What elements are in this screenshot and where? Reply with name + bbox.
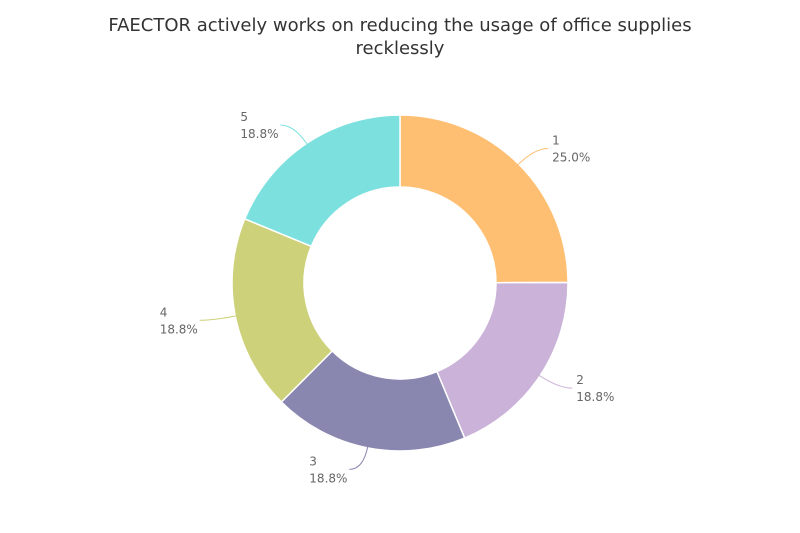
slice-label-value-1: 25.0% [552, 150, 590, 164]
leader-line-4 [199, 315, 238, 321]
leader-line-1 [516, 147, 549, 166]
slice-label-category-4: 4 [160, 305, 168, 319]
donut-slice-1[interactable] [399, 114, 569, 284]
slice-label-category-2: 2 [576, 373, 584, 387]
donut-slices [231, 114, 569, 452]
slice-label-value-2: 18.8% [576, 390, 614, 404]
chart-title-line-2: recklessly [356, 38, 445, 59]
leader-line-3 [349, 445, 369, 470]
donut-slice-3[interactable] [280, 349, 466, 452]
leader-line-5 [280, 124, 309, 146]
donut-slice-4[interactable] [231, 217, 334, 404]
slice-label-value-3: 18.8% [309, 471, 347, 485]
leader-line-2 [537, 374, 573, 389]
slice-label-category-5: 5 [240, 110, 248, 124]
chart-title-line-1: FAECTOR actively works on reducing the u… [108, 15, 691, 36]
donut-slice-2[interactable] [435, 281, 569, 440]
slice-labels: 1 25.0% 2 18.8% 3 18.8% 4 18.8% 5 18.8% [160, 110, 615, 485]
slice-label-value-5: 18.8% [240, 127, 278, 141]
donut-slice-5[interactable] [243, 114, 401, 248]
slice-label-category-3: 3 [309, 454, 317, 468]
slice-label-value-4: 18.8% [160, 322, 198, 336]
slice-label-category-1: 1 [552, 133, 560, 147]
